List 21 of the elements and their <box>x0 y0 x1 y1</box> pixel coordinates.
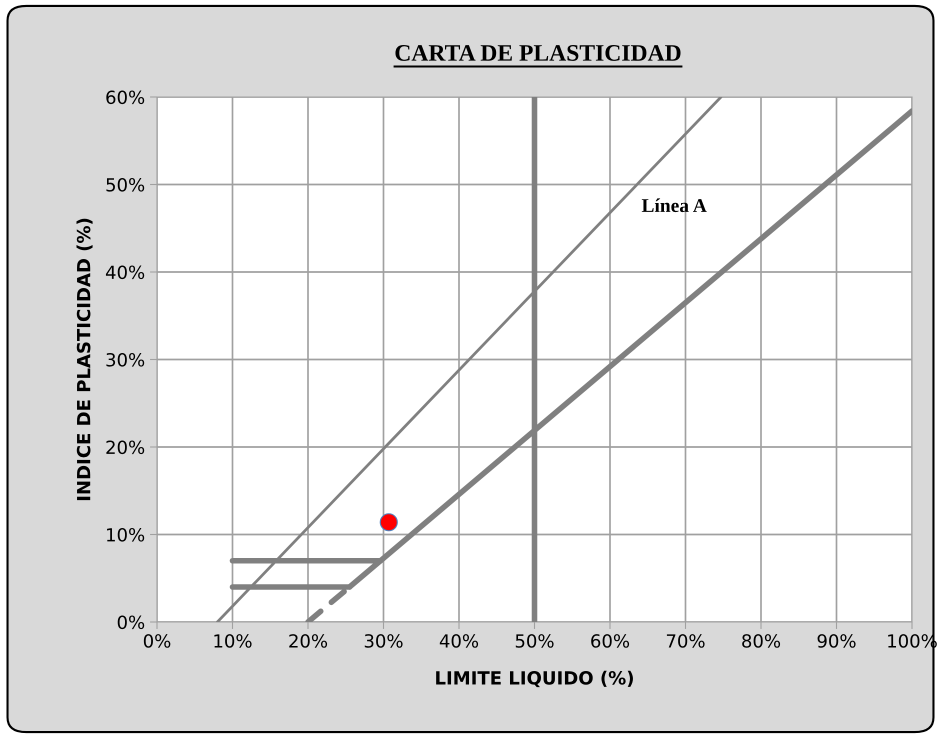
y-axis-title: INDICE DE PLASTICIDAD (%) <box>76 218 93 500</box>
y-tick-label: 20% <box>106 440 144 454</box>
y-tick-label: 50% <box>106 178 144 192</box>
x-axis-title: LIMITE LIQUIDO (%) <box>436 670 633 688</box>
x-tick-label: 90% <box>818 634 856 648</box>
x-tick-label: 80% <box>742 634 780 648</box>
y-tick-label: 30% <box>106 352 144 367</box>
annotation: Línea A <box>642 198 707 212</box>
y-tick-label: 0% <box>118 615 144 630</box>
y-tick-label: 10% <box>107 528 144 542</box>
chart-title: CARTA DE PLASTICIDAD <box>395 45 681 61</box>
x-tick-label: 30% <box>364 634 403 648</box>
x-tick-label: 40% <box>440 634 478 648</box>
x-tick-label: 60% <box>591 634 630 648</box>
x-tick-label: 20% <box>289 634 328 648</box>
x-tick-label: 10% <box>214 634 252 648</box>
y-tick-label: 40% <box>106 265 144 280</box>
x-tick-label: 70% <box>666 634 705 648</box>
y-tick-label: 60% <box>106 90 144 104</box>
x-tick-label: 50% <box>516 634 554 648</box>
x-tick-label: 0% <box>144 634 170 648</box>
